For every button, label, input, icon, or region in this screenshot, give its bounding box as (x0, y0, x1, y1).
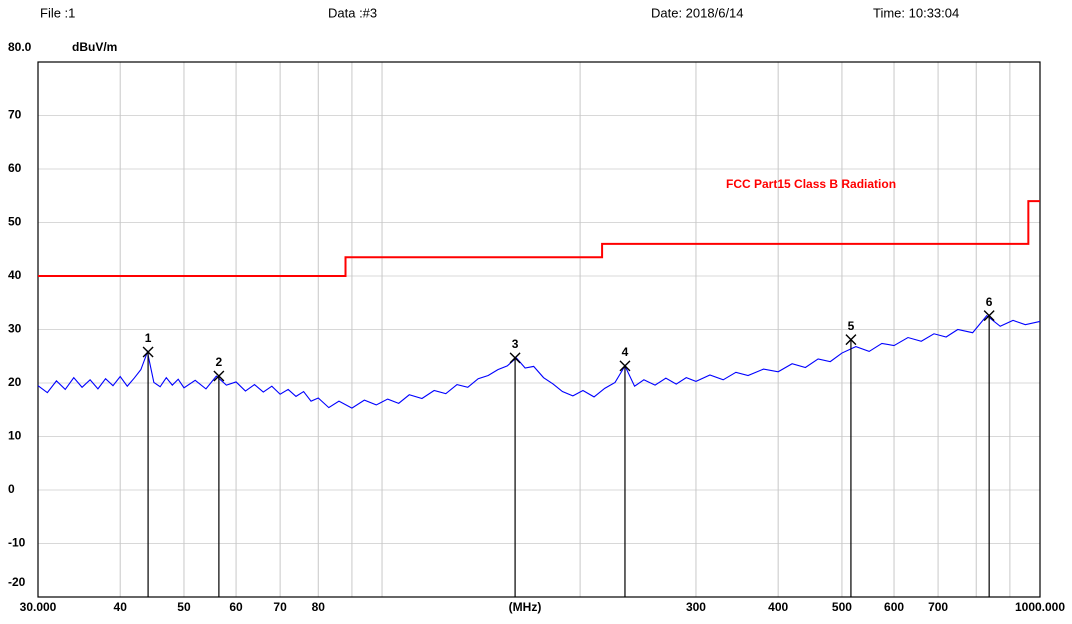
x-tick-label: 30.000 (20, 600, 57, 614)
file-label: File :1 (40, 5, 75, 20)
y-tick-label: -10 (8, 536, 26, 550)
time-label: Time: 10:33:04 (873, 5, 959, 20)
marker-label: 4 (622, 345, 629, 359)
marker-label: 6 (986, 295, 993, 309)
x-tick-label: 1000.000 (1015, 600, 1065, 614)
y-tick-label: 30 (8, 322, 22, 336)
y-tick-label: 70 (8, 108, 22, 122)
y-axis-label: dBuV/m (72, 40, 117, 54)
x-tick-label: 80 (312, 600, 326, 614)
x-axis-label: (MHz) (509, 600, 542, 614)
x-tick-label: 300 (686, 600, 706, 614)
plot-frame (37, 61, 1041, 598)
marker-cross (845, 334, 857, 346)
data-label: Data :#3 (328, 5, 377, 20)
marker-cross (142, 346, 154, 358)
line-series (37, 314, 1041, 409)
y-tick-label: 20 (8, 375, 22, 389)
marker-label: 1 (145, 331, 152, 345)
date-label: Date: 2018/6/14 (651, 5, 744, 20)
x-tick-label: 50 (177, 600, 191, 614)
marker-label: 5 (848, 319, 855, 333)
y-tick-label: 80.0 (8, 40, 32, 54)
y-tick-label: 10 (8, 429, 22, 443)
marker-cross (983, 310, 995, 322)
x-tick-label: 40 (114, 600, 128, 614)
y-tick-label: -20 (8, 575, 26, 589)
line-series (38, 200, 1040, 277)
x-tick-label: 400 (768, 600, 788, 614)
x-tick-label: 70 (273, 600, 287, 614)
x-tick-label: 60 (229, 600, 243, 614)
y-tick-label: 40 (8, 268, 22, 282)
marker-cross (619, 360, 631, 372)
y-tick-label: 50 (8, 215, 22, 229)
marker-label: 2 (216, 355, 223, 369)
x-tick-label: 700 (928, 600, 948, 614)
x-tick-label: 600 (884, 600, 904, 614)
x-tick-label: 500 (832, 600, 852, 614)
y-tick-label: 0 (8, 482, 15, 496)
limit-label: FCC Part15 Class B Radiation (726, 177, 896, 191)
marker-label: 3 (512, 337, 519, 351)
marker-cross (213, 370, 225, 382)
y-tick-label: 60 (8, 161, 22, 175)
marker-cross (509, 352, 521, 364)
